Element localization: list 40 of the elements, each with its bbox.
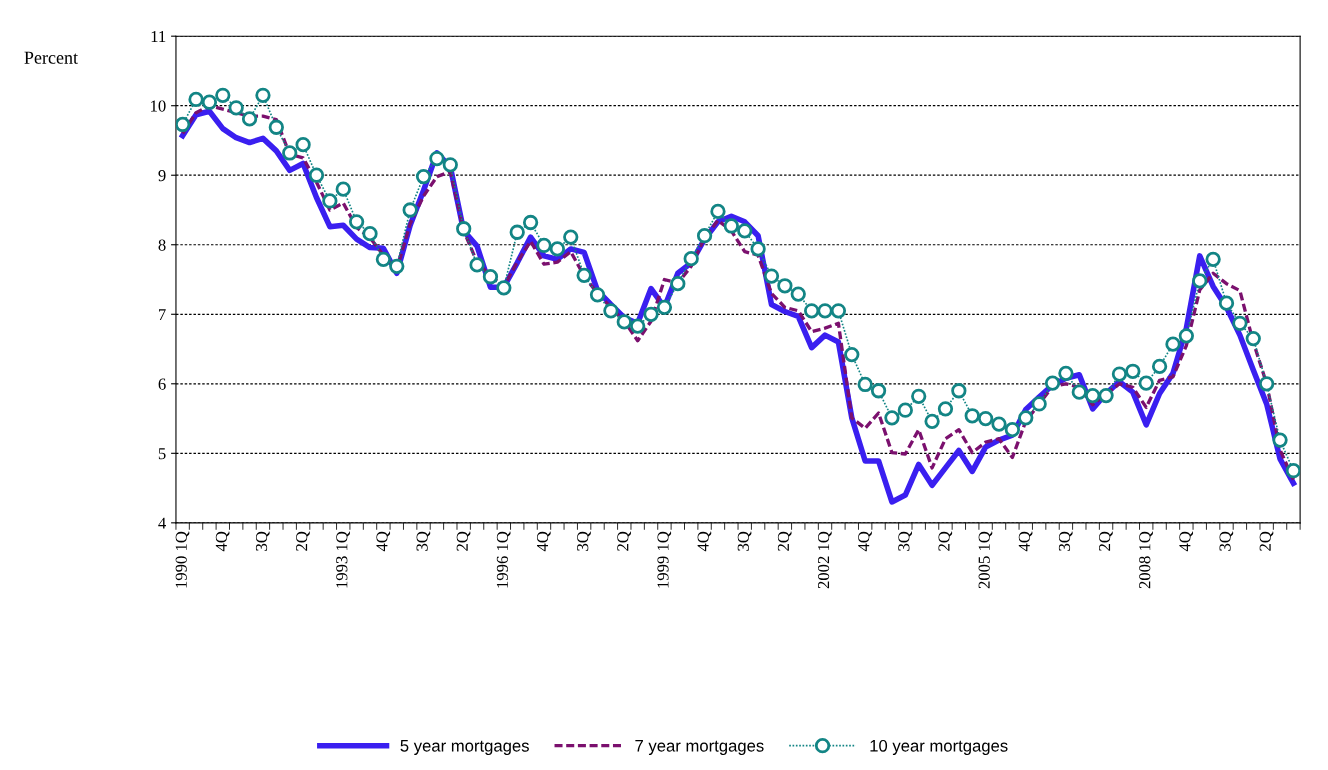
- x-tick-label: 2Q: [938, 531, 953, 551]
- x-tick-label: 4Q: [1179, 531, 1194, 552]
- x-tick-label: 4Q: [536, 531, 551, 552]
- y-axis-title: Percent: [24, 51, 78, 64]
- y-tick-label: 8: [158, 239, 166, 251]
- x-tick-label: 2Q: [777, 531, 792, 551]
- x-tick-label: 3Q: [1058, 531, 1073, 551]
- y-tick-label: 9: [158, 169, 166, 182]
- x-tick-label: 2Q: [456, 531, 471, 551]
- legend-label: 10 year mortgages: [870, 739, 1008, 755]
- x-tick-label: 4Q: [376, 531, 391, 552]
- x-tick-label: 4Q: [858, 531, 872, 552]
- x-tick-label: 3Q: [577, 531, 591, 551]
- legend-label: 7 year mortgages: [635, 740, 764, 755]
- x-tick-label: 1990 1Q: [175, 531, 190, 588]
- x-tick-label: 2Q: [1099, 531, 1113, 551]
- x-tick-label: 2005 1Q: [978, 531, 993, 589]
- x-tick-label: 3Q: [1219, 531, 1234, 551]
- x-tick-label: 1993 1Q: [336, 531, 350, 588]
- x-tick-label: 4Q: [697, 531, 712, 552]
- y-tick-label: 6: [158, 378, 166, 390]
- y-tick-label: 10: [151, 100, 166, 112]
- x-tick-label: 3Q: [898, 531, 913, 551]
- x-tick-label: 3Q: [255, 531, 270, 551]
- x-tick-label: 2Q: [296, 531, 310, 551]
- x-tick-label: 3Q: [416, 531, 431, 551]
- legend-label: 5 year mortgages: [400, 740, 529, 755]
- x-tick-label: 1996 1Q: [496, 531, 511, 588]
- y-tick-label: 11: [151, 30, 166, 42]
- y-tick-label: 5: [158, 448, 166, 460]
- x-tick-label: 4Q: [215, 531, 230, 552]
- x-tick-label: 1999 1Q: [657, 531, 672, 588]
- x-tick-label: 2Q: [617, 531, 631, 551]
- x-tick-label: 4Q: [1018, 531, 1033, 552]
- y-tick-label: 7: [159, 309, 166, 321]
- x-tick-label: 2002 1Q: [817, 531, 832, 589]
- x-tick-label: 3Q: [737, 531, 752, 551]
- x-tick-label: 2008 1Q: [1139, 531, 1153, 589]
- y-tick-label: 4: [158, 517, 166, 529]
- x-tick-label: 2Q: [1259, 531, 1274, 551]
